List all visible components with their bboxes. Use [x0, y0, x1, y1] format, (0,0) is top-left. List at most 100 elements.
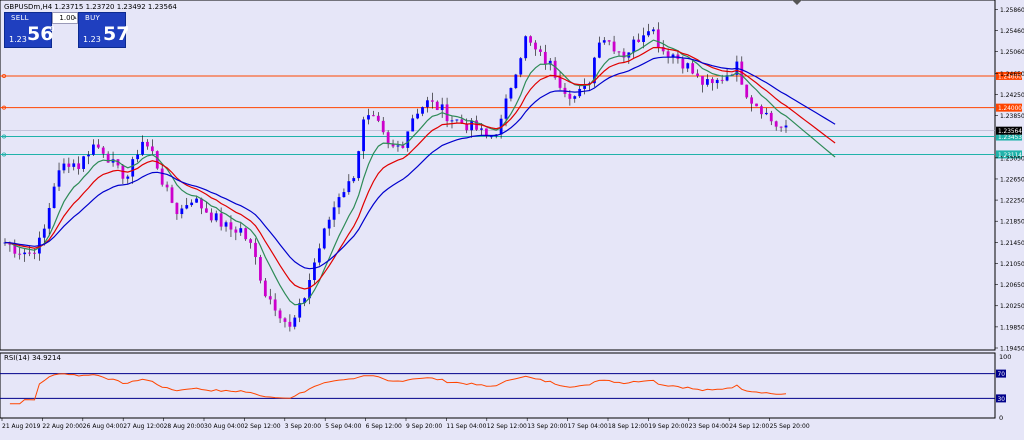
one-click-trading-panel: SELL 1.23 56 0 ▾ 1.00 ▴ BUY 1.23 57 6: [4, 12, 129, 48]
buy-label: BUY: [85, 14, 101, 22]
candle-body: [371, 115, 375, 117]
candle-body: [298, 303, 302, 318]
horizontal-line-label: 1.23114: [998, 153, 1022, 159]
price-axis-label: 1.20250: [1000, 303, 1024, 310]
candle-body: [666, 51, 670, 58]
candle-body: [170, 187, 174, 203]
candle-body: [33, 252, 36, 254]
candle-body: [278, 310, 282, 319]
candle-body: [421, 107, 424, 114]
candle-body: [249, 239, 252, 243]
candle-body: [337, 197, 341, 208]
candle-body: [784, 125, 788, 128]
candle-body: [155, 151, 159, 169]
candle-body: [539, 49, 542, 52]
price-axis: 1.25860 1.25460 1.25060 1.24650 1.24250 1.238…: [995, 7, 1024, 353]
lot-size-input[interactable]: 1.00: [52, 12, 78, 24]
current-price-label-bg: [996, 126, 1022, 135]
price-axis-label: 1.19850: [1000, 324, 1024, 331]
candle-body: [308, 279, 311, 299]
candle-body: [141, 141, 144, 155]
candle-body: [214, 213, 218, 221]
candle-body: [706, 79, 709, 85]
lot-increase-icon[interactable]: ▴: [73, 14, 77, 21]
rsi-label: RSI(14) 34.9214: [4, 354, 61, 362]
time-axis: 21 Aug 2019 22 Aug 20:00 26 Aug 04:00 27 Au…: [1, 418, 810, 430]
time-axis-label: 2 Sep 12:00: [244, 423, 280, 430]
candle-body: [224, 222, 228, 227]
candle-body: [386, 132, 390, 145]
candle-body: [514, 74, 518, 89]
candle-body: [455, 119, 459, 121]
candle-body: [435, 101, 439, 111]
candle-body: [617, 51, 621, 53]
sell-price-small: 1.23: [9, 35, 27, 44]
rsi-line: [9, 373, 787, 405]
candle-body: [543, 51, 547, 65]
candle-body: [185, 205, 189, 209]
candle-body: [701, 75, 704, 85]
time-axis-label: 12 Sep 12:00: [487, 423, 527, 430]
candle-body: [23, 252, 27, 255]
time-axis-label: 18 Sep 12:00: [608, 423, 648, 430]
moving-averages: [4, 39, 836, 306]
candle-body: [190, 202, 194, 206]
horizontal-line-label-bg: [996, 71, 1022, 80]
candle-body: [484, 128, 488, 137]
sell-button[interactable]: SELL 1.23 56 0: [4, 12, 55, 48]
candle-body: [489, 136, 493, 138]
buy-button[interactable]: BUY 1.23 57 6: [78, 12, 129, 48]
candle-body: [406, 131, 410, 148]
candle-body: [558, 77, 562, 88]
candle-body: [686, 63, 690, 69]
current-price-label: 1.23564: [998, 129, 1022, 135]
horizontal-line-anchor: [2, 152, 7, 157]
sell-price-sup: 0: [50, 25, 55, 33]
time-axis-label: 27 Aug 12:00: [123, 423, 164, 430]
candle-body: [200, 198, 203, 209]
time-axis-label: 24 Sep 12:00: [729, 423, 769, 430]
rsi-level-label: 30: [998, 397, 1006, 403]
price-axis-label: 1.24650: [1000, 71, 1024, 78]
time-axis-label: 9 Sep 20:00: [406, 423, 442, 430]
candle-body: [642, 35, 645, 42]
time-axis-label: 17 Sep 04:00: [568, 423, 608, 430]
sell-label: SELL: [11, 14, 29, 22]
price-axis-label: 1.24250: [1000, 92, 1024, 99]
candle-body: [219, 213, 223, 227]
candle-body: [656, 29, 660, 48]
ema-mid-line: [4, 46, 836, 290]
candle-body: [504, 98, 508, 119]
price-axis-label: 1.25460: [1000, 28, 1024, 35]
candle-body: [67, 163, 71, 167]
time-axis-label: 21 Aug 2019: [2, 423, 41, 430]
candle-body: [396, 145, 400, 147]
candle-body: [529, 36, 532, 43]
candle-body: [160, 168, 164, 185]
time-axis-label: 23 Sep 04:00: [689, 423, 729, 430]
buy-price-sup: 6: [124, 25, 129, 33]
horizontal-line-label: 1.24000: [998, 106, 1022, 112]
price-axis-label: 1.23050: [1000, 155, 1024, 162]
candle-body: [401, 145, 405, 148]
candle-body: [303, 298, 307, 304]
time-axis-label: 22 Aug 20:00: [42, 423, 83, 430]
candle-body: [607, 40, 611, 42]
candle-body: [239, 228, 243, 233]
candle-body: [622, 51, 626, 58]
candle-body: [661, 47, 665, 52]
candle-body: [195, 198, 198, 203]
time-axis-label: 6 Sep 12:00: [366, 423, 402, 430]
time-axis-label: 25 Sep 20:00: [770, 423, 810, 430]
candle-body: [671, 54, 675, 58]
candle-body: [244, 228, 248, 240]
candle-body: [509, 88, 513, 99]
chart-shift-icon[interactable]: [792, 0, 802, 5]
candle-body: [460, 119, 464, 124]
candle-body: [347, 181, 351, 193]
candle-body: [332, 207, 336, 220]
candle-body: [426, 100, 429, 108]
candle-body: [578, 88, 582, 97]
